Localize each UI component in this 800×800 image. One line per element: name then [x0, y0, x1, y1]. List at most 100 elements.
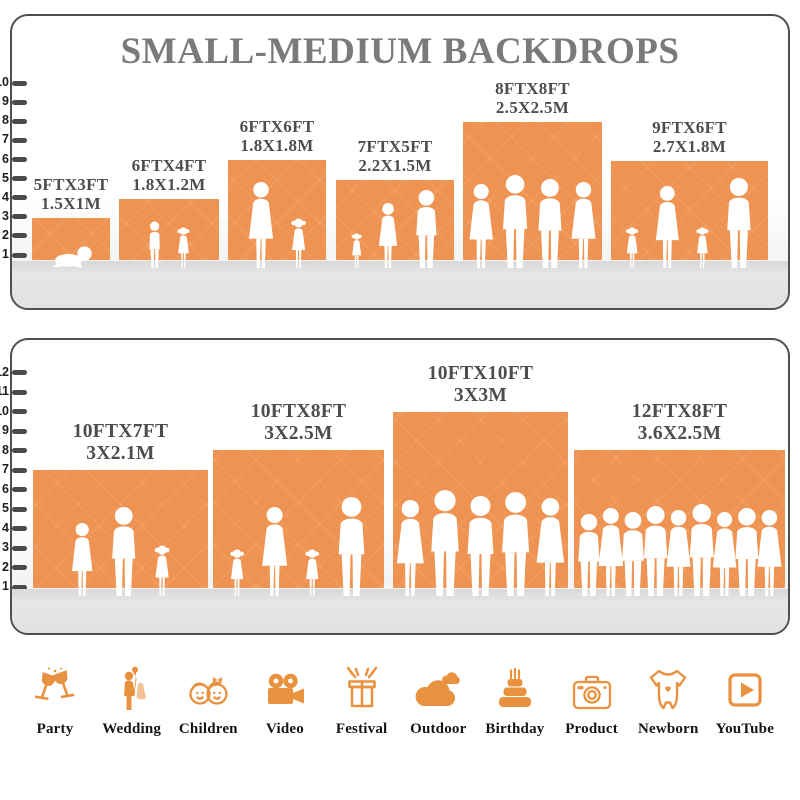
- person-woman-silhouette: [248, 182, 274, 268]
- person-man-silhouette: [112, 507, 136, 596]
- people-silhouettes: [230, 497, 365, 596]
- floor-strip: [12, 589, 788, 633]
- category-label: Newborn: [637, 721, 699, 737]
- ruler-tick-dash: [12, 118, 27, 124]
- backdrop-block-10ftx10ft: 10FTX10FT 3X3M: [393, 363, 568, 596]
- children-faces-icon: [184, 662, 232, 712]
- ruler-tick-dash: [12, 176, 27, 182]
- person-girl-silhouette: [177, 227, 190, 268]
- category-label: Party: [36, 721, 74, 737]
- youtube-icon: [723, 662, 767, 712]
- ruler-tick-label: 1: [2, 247, 9, 261]
- category-row: Party Wedding: [18, 662, 782, 738]
- backdrop-block-6ftx6ft: 6FTX6FT 1.8X1.8M: [228, 117, 326, 268]
- person-man-silhouette: [578, 514, 600, 596]
- person-man-silhouette: [416, 190, 437, 268]
- ruler-tick-label: 5: [2, 170, 9, 185]
- ruler-tick-dash: [12, 467, 27, 473]
- ruler-tick-label: 1: [2, 579, 9, 593]
- person-man-silhouette: [338, 497, 365, 596]
- backdrop-size-label: 10FTX8FT 3X2.5M: [250, 400, 347, 445]
- ruler-tick-dash: [12, 506, 27, 512]
- category-children: Children: [171, 662, 245, 738]
- ruler-tick-dash: [12, 370, 27, 375]
- ruler-tick-label: 10: [0, 403, 9, 418]
- people-silhouettes: [53, 246, 92, 268]
- person-man-silhouette: [467, 496, 494, 596]
- birthday-cake-icon: [492, 662, 538, 712]
- festival-gift-icon: [339, 662, 385, 712]
- category-birthday: Birthday: [478, 662, 552, 738]
- ruler-tick-dash: [12, 389, 27, 395]
- ruler-tick-label: 5: [2, 501, 9, 515]
- person-woman-silhouette: [262, 507, 288, 596]
- ruler-tick-label: 2: [2, 227, 9, 242]
- ruler-tick-label: 10: [0, 75, 9, 90]
- person-man-silhouette: [538, 179, 562, 268]
- people-silhouettes: [248, 182, 306, 268]
- backdrop-block-12ftx8ft: 12FTX8FT 3.6X2.5M: [574, 401, 785, 596]
- people-silhouettes: [351, 190, 437, 268]
- person-woman-silhouette: [536, 498, 565, 596]
- ruler-tick-label: 2: [2, 559, 9, 574]
- person-woman-silhouette: [655, 186, 679, 268]
- ruler-tick-label: 9: [2, 423, 9, 437]
- category-label: Product: [565, 721, 618, 737]
- person-woman-silhouette: [571, 182, 596, 268]
- person-man-silhouette: [503, 175, 528, 268]
- backdrop-size-label: 5FTX3FT 1.5X1M: [33, 174, 109, 214]
- backdrop-size-label: 6FTX6FT 1.8X1.8M: [239, 116, 315, 156]
- ruler-tick-label: 8: [2, 113, 9, 128]
- ruler-tick-label: 8: [2, 442, 9, 457]
- ruler-tick-dash: [12, 428, 27, 434]
- category-label: Video: [265, 721, 304, 737]
- person-man-silhouette: [735, 508, 759, 596]
- backdrop-size-label: 10FTX7FT 3X2.1M: [72, 420, 169, 465]
- newborn-onesie-icon: [645, 662, 691, 712]
- ruler-tick-dash: [12, 233, 27, 239]
- backdrop-block-10ftx8ft: 10FTX8FT 3X2.5M: [213, 401, 384, 596]
- ruler-tick-label: 6: [2, 151, 9, 166]
- person-girl-silhouette: [351, 233, 362, 268]
- person-woman-silhouette: [378, 203, 398, 268]
- ruler-tick-label: 12: [0, 364, 9, 379]
- small-medium-panel: SMALL-MEDIUM BACKDROPS 10 9 8 7 6 5 4 3 2 1 5FTX3…: [0, 14, 790, 310]
- person-man-silhouette: [727, 178, 751, 268]
- person-man-silhouette: [689, 504, 714, 596]
- ruler-tick-label: 9: [2, 94, 9, 109]
- category-label: YouTube: [715, 721, 775, 737]
- ruler-tick-dash: [12, 80, 27, 86]
- category-label: Festival: [335, 721, 388, 737]
- person-woman-silhouette: [757, 510, 782, 596]
- category-newborn: Newborn: [631, 662, 705, 738]
- party-glasses-icon: [32, 662, 78, 712]
- backdrop-size-label: 9FTX6FT 2.7X1.8M: [652, 117, 727, 157]
- person-woman-silhouette: [71, 523, 93, 596]
- category-video: Video: [248, 662, 322, 738]
- people-silhouettes: [149, 221, 190, 268]
- person-girl-silhouette: [696, 227, 709, 268]
- medium-large-panel: 12 11 10 9 8 7 6 5 4 3 2 1 10FTX7FT 3X2.1M 10FTX8FT…: [0, 338, 790, 635]
- person-woman-silhouette: [469, 184, 493, 268]
- category-festival: Festival: [325, 662, 399, 738]
- person-girl-silhouette: [626, 227, 639, 268]
- person-man-silhouette: [431, 490, 459, 596]
- backdrop-size-label: 6FTX4FT 1.8X1.2M: [131, 155, 207, 195]
- page-title: SMALL-MEDIUM BACKDROPS: [120, 31, 680, 72]
- ruler-tick-dash: [12, 214, 27, 220]
- people-silhouettes: [396, 490, 565, 596]
- ruler-tick-dash: [12, 526, 27, 531]
- ruler-tick-dash: [12, 448, 27, 453]
- people-silhouettes: [71, 507, 170, 596]
- backdrop-block-7ftx5ft: 7FTX5FT 2.2X1.5M: [336, 137, 454, 268]
- person-baby-silhouette: [53, 246, 92, 268]
- person-man-silhouette: [643, 506, 668, 596]
- ruler-tick-label: 11: [0, 384, 9, 398]
- category-party: Party: [18, 662, 92, 738]
- category-label: Birthday: [485, 721, 545, 737]
- person-woman-silhouette: [598, 508, 624, 596]
- category-label: Outdoor: [410, 721, 467, 737]
- video-camera-icon: [262, 662, 308, 712]
- ruler-tick-dash: [12, 195, 27, 201]
- person-girl-silhouette: [305, 549, 320, 596]
